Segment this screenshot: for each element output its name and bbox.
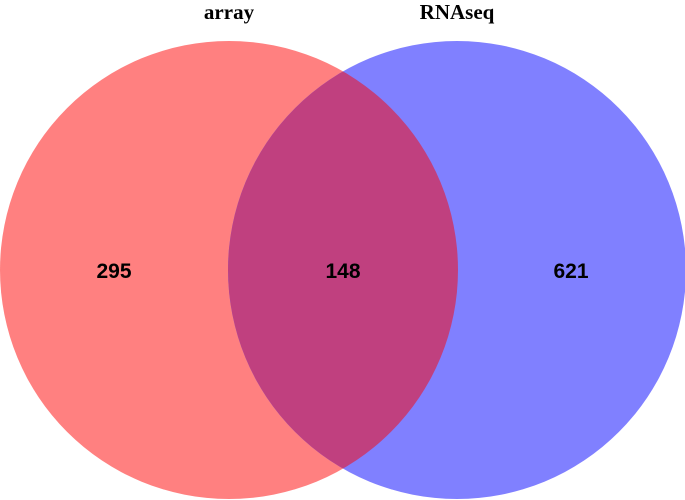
intersection-region	[228, 41, 458, 499]
array-set-label: array	[204, 0, 255, 24]
array-only-count: 295	[96, 260, 131, 283]
intersection-count: 148	[325, 260, 360, 283]
rnaseq-set-label: RNAseq	[420, 0, 495, 24]
rnaseq-only-count: 621	[553, 260, 588, 283]
